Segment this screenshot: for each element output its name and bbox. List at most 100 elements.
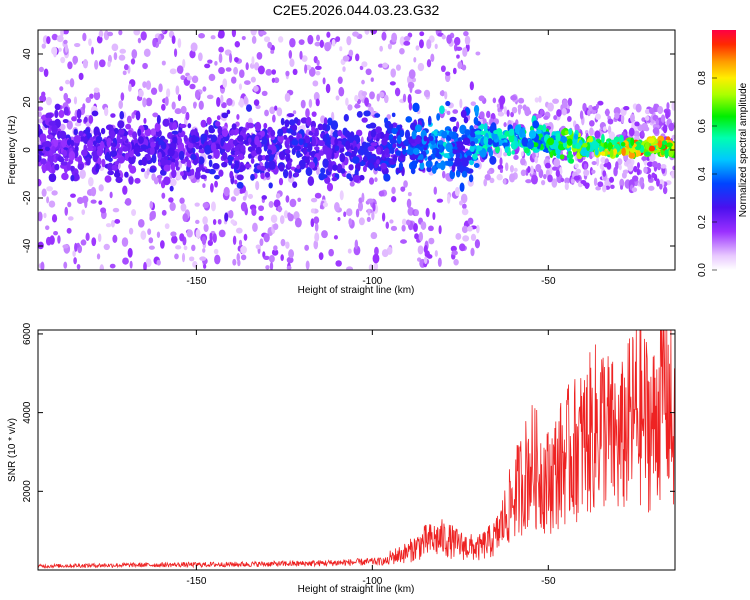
heatmap-ridge-mark [644, 151, 651, 156]
heatmap-speckle [286, 265, 292, 270]
heatmap-speckle [547, 174, 553, 183]
heatmap-ridge-mark [256, 165, 262, 170]
heatmap-ridge-mark [198, 149, 206, 154]
heatmap-speckle [112, 234, 118, 243]
heatmap-speckle [423, 89, 431, 98]
heatmap-speckle [365, 68, 372, 76]
heatmap-ridge-mark [51, 124, 58, 134]
heatmap-ridge-mark [70, 174, 75, 182]
heatmap-speckle [273, 245, 278, 251]
heatmap-speckle [85, 96, 92, 104]
heatmap-ridge-mark [128, 155, 136, 165]
heatmap-ridge-mark [308, 161, 316, 169]
y-tick-label: 40 [22, 48, 33, 60]
heatmap-speckle [234, 56, 239, 63]
heatmap-speckle [434, 43, 438, 50]
heatmap-speckle [243, 233, 248, 241]
heatmap-speckle [63, 39, 68, 45]
heatmap-ridge-mark [119, 111, 125, 120]
heatmap-speckle [595, 113, 601, 120]
heatmap-ridge-mark [322, 158, 329, 168]
heatmap-speckle [326, 31, 331, 38]
heatmap-speckle [636, 168, 641, 176]
spectrogram-marks [38, 30, 675, 270]
heatmap-speckle [314, 192, 322, 199]
heatmap-ridge-mark [464, 129, 471, 136]
heatmap-speckle [304, 244, 310, 251]
heatmap-ridge-mark [104, 175, 112, 183]
heatmap-speckle [133, 30, 141, 36]
heatmap-ridge-mark [118, 147, 123, 156]
heatmap-speckle [85, 232, 90, 242]
heatmap-speckle [98, 200, 103, 205]
heatmap-ridge-mark [573, 133, 578, 140]
heatmap-speckle [367, 208, 371, 216]
heatmap-ridge-mark [62, 118, 69, 124]
heatmap-ridge-mark [277, 134, 285, 143]
heatmap-speckle [145, 80, 152, 91]
heatmap-ridge-mark [270, 129, 276, 137]
heatmap-ridge-mark [307, 143, 313, 152]
heatmap-speckle [534, 156, 539, 164]
heatmap-speckle [41, 188, 47, 197]
heatmap-speckle [547, 102, 554, 112]
heatmap-ridge-mark [296, 150, 301, 158]
heatmap-speckle [107, 31, 114, 37]
heatmap-speckle [582, 102, 587, 112]
heatmap-speckle [486, 170, 492, 175]
heatmap-ridge-mark [603, 141, 608, 149]
heatmap-speckle [177, 38, 182, 49]
heatmap-speckle [118, 54, 126, 61]
heatmap-ridge-mark [426, 166, 432, 173]
heatmap-ridge-mark [441, 130, 448, 139]
heatmap-ridge-mark [588, 135, 593, 145]
heatmap-ridge-mark [208, 168, 216, 175]
heatmap-ridge-mark [213, 148, 220, 159]
heatmap-speckle [464, 35, 471, 46]
heatmap-ridge-mark [320, 167, 326, 175]
heatmap-speckle [189, 83, 196, 90]
heatmap-speckle [164, 223, 170, 230]
heatmap-speckle [659, 183, 663, 190]
heatmap-speckle [346, 35, 352, 46]
heatmap-speckle [252, 222, 258, 233]
heatmap-speckle [499, 95, 506, 105]
heatmap-speckle [62, 244, 69, 249]
heatmap-speckle [618, 164, 622, 171]
heatmap-speckle [300, 99, 306, 109]
heatmap-speckle [180, 75, 186, 81]
heatmap-speckle [214, 60, 218, 66]
heatmap-speckle [241, 35, 246, 41]
heatmap-speckle [413, 223, 418, 233]
heatmap-ridge-mark [263, 144, 268, 152]
heatmap-speckle [145, 97, 153, 107]
heatmap-ridge-mark [43, 140, 52, 148]
heatmap-speckle [520, 157, 526, 166]
heatmap-speckle [94, 59, 99, 70]
heatmap-speckle [381, 30, 388, 32]
heatmap-speckle [63, 92, 69, 101]
heatmap-speckle [38, 66, 44, 73]
heatmap-ridge-mark [380, 162, 387, 170]
heatmap-ridge-mark [423, 135, 428, 142]
colorbar-tick-label: 0.8 [697, 71, 708, 85]
heatmap-speckle [289, 198, 297, 208]
heatmap-ridge-mark [388, 123, 394, 129]
heatmap-speckle [145, 258, 152, 268]
heatmap-speckle [335, 36, 341, 42]
heatmap-ridge-mark [664, 148, 669, 159]
y-tick-label: 0 [22, 147, 33, 153]
heatmap-ridge-mark [439, 105, 445, 115]
heatmap-speckle [457, 61, 463, 69]
heatmap-ridge-mark [411, 130, 417, 140]
heatmap-ridge-mark [344, 130, 351, 138]
heatmap-speckle [273, 199, 281, 208]
heatmap-speckle [390, 225, 398, 231]
heatmap-speckle [381, 212, 386, 222]
heatmap-speckle [651, 172, 656, 179]
heatmap-ridge-mark [107, 170, 115, 176]
heatmap-ridge-mark [63, 106, 69, 116]
heatmap-speckle [49, 235, 55, 245]
heatmap-ridge-mark [532, 120, 540, 129]
heatmap-speckle [644, 108, 651, 115]
